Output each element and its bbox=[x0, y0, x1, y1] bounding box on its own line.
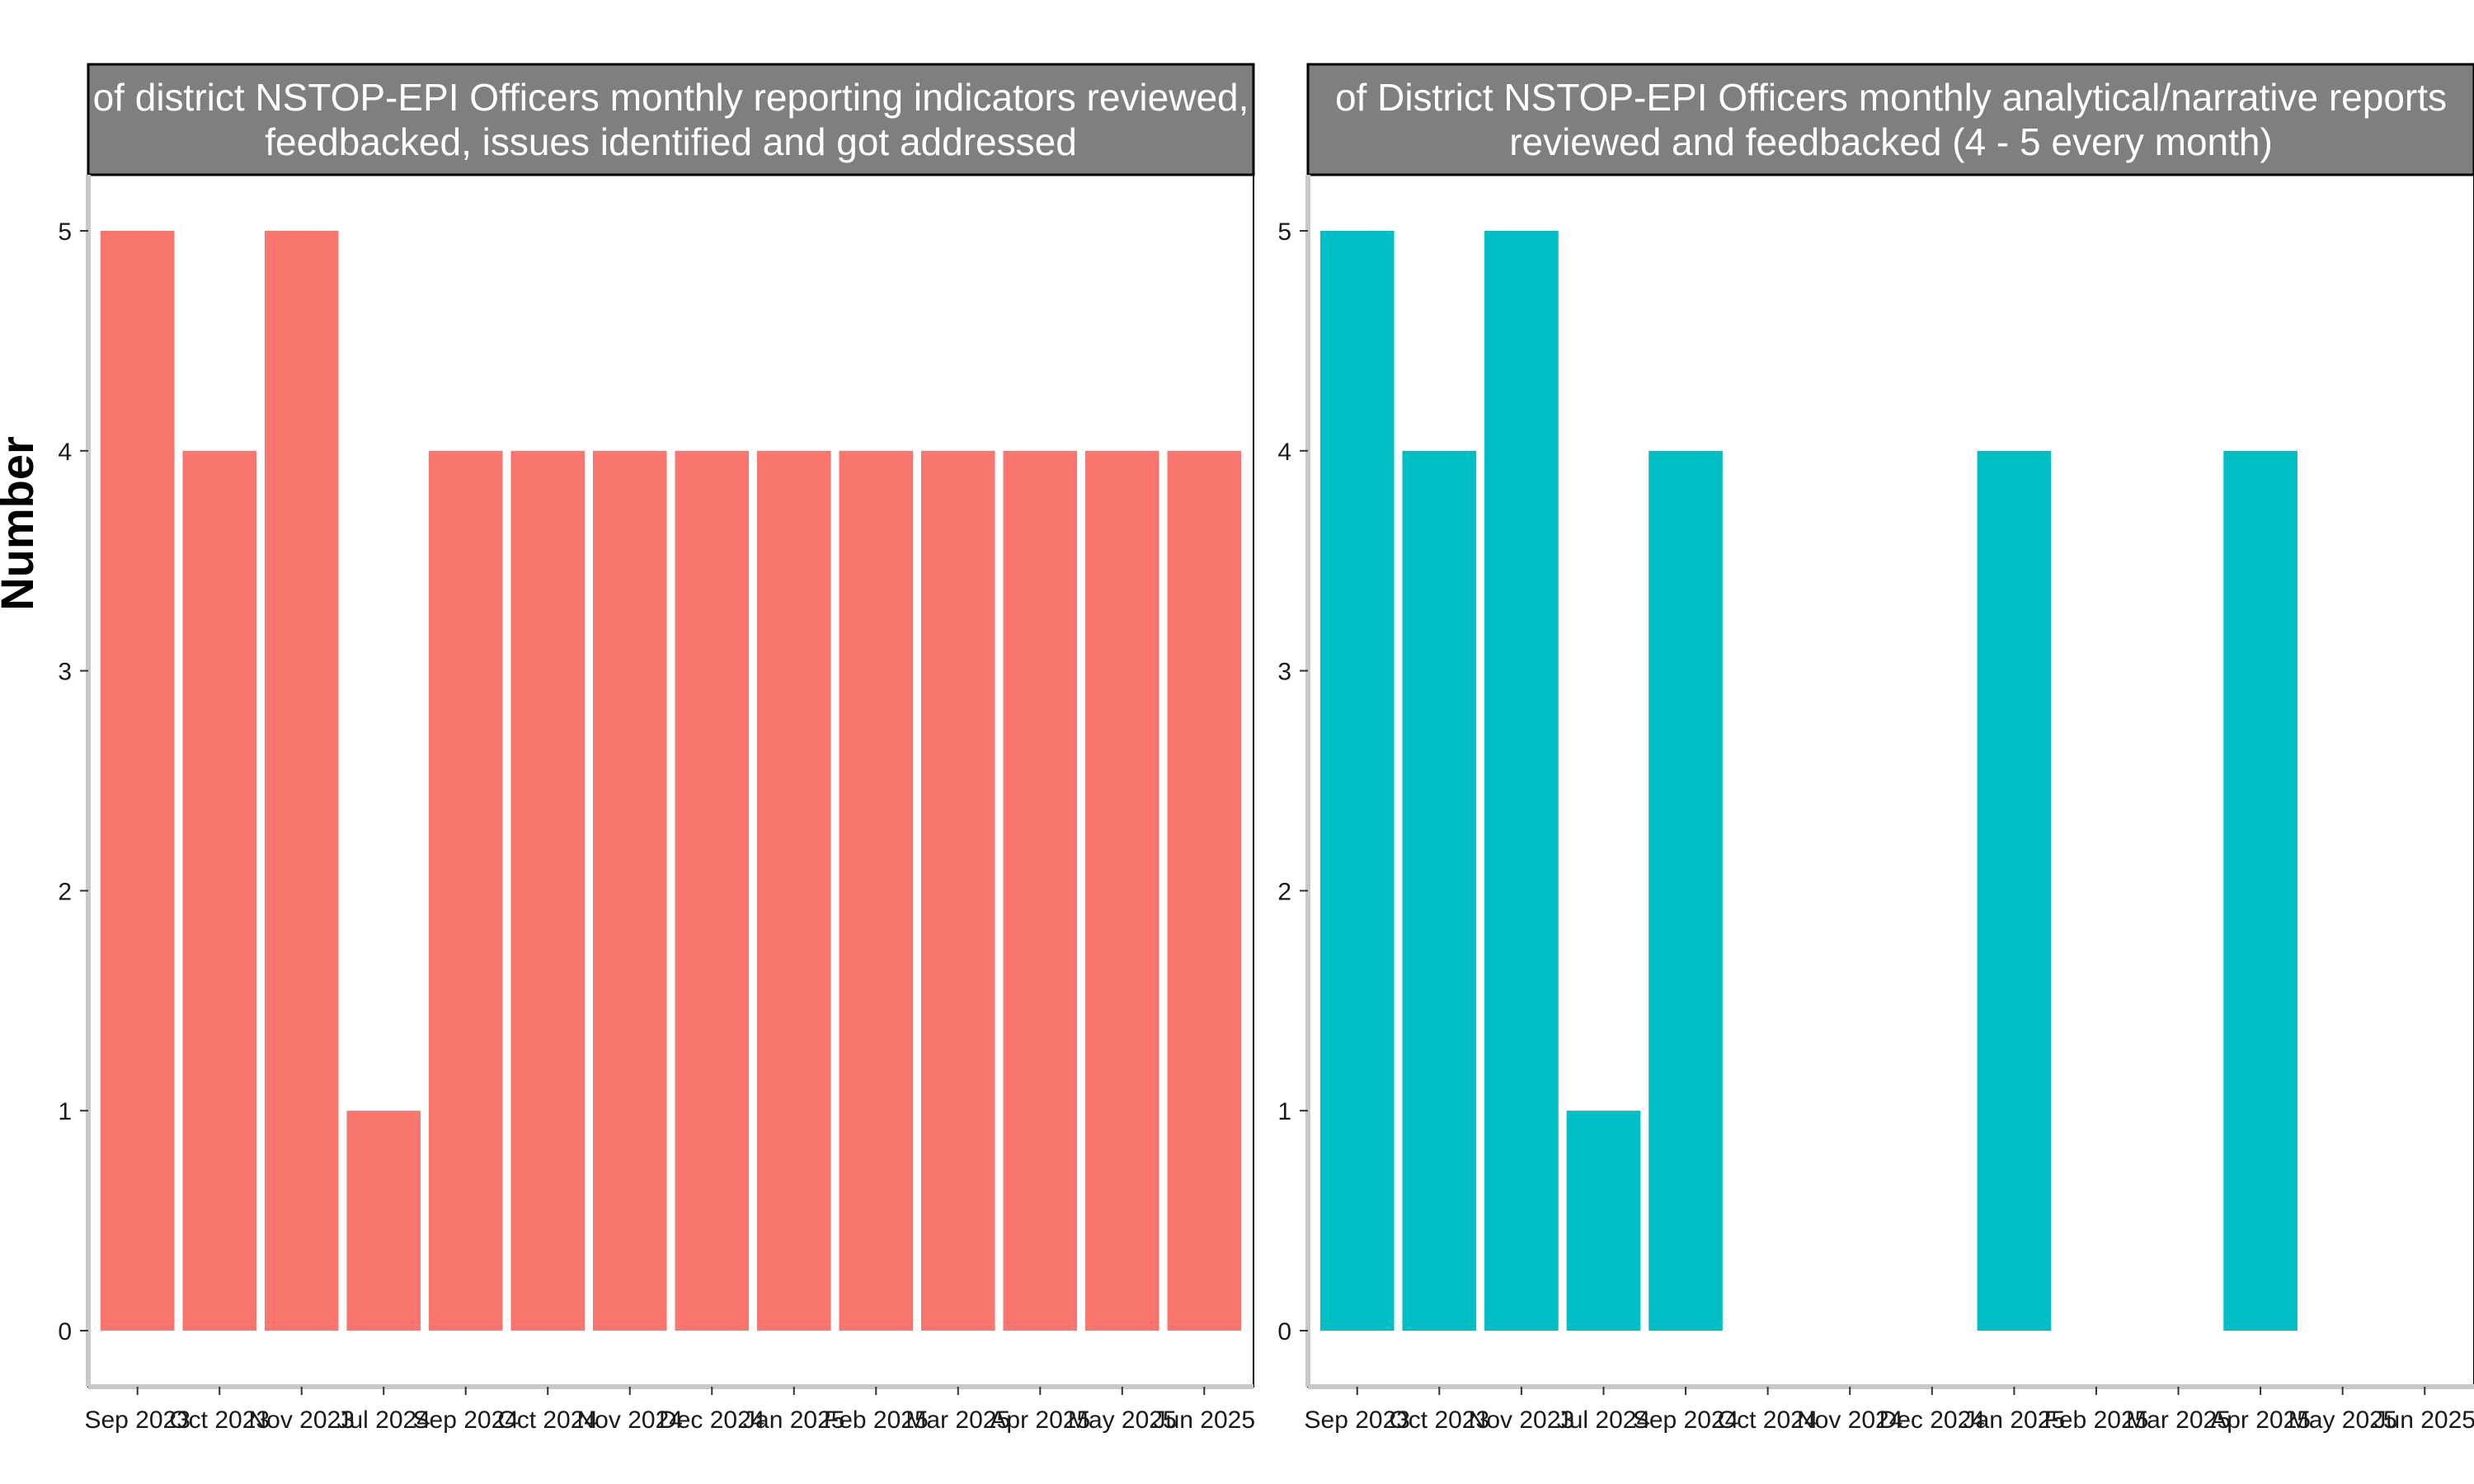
x-tick-label: Sep 2024 bbox=[1633, 1407, 1738, 1434]
y-axis-title: Number bbox=[0, 436, 43, 611]
y-tick-label: 5 bbox=[58, 218, 72, 246]
x-tick-label: Nov 2023 bbox=[248, 1407, 354, 1434]
y-tick-label: 4 bbox=[1277, 439, 1291, 466]
bar-sep-2023 bbox=[100, 231, 175, 1331]
x-tick-label: Oct 2023 bbox=[1389, 1407, 1489, 1434]
facet-title-line: reviewed and feedbacked (4 - 5 every mon… bbox=[1509, 120, 2273, 163]
x-tick-label: Feb 2025 bbox=[2044, 1407, 2149, 1434]
x-tick-label: Jul 2024 bbox=[337, 1407, 430, 1434]
x-tick-label: Dec 2024 bbox=[659, 1407, 764, 1434]
bar-feb-2025 bbox=[839, 450, 914, 1331]
x-tick-label: Sep 2024 bbox=[413, 1407, 519, 1434]
x-tick-label: Apr 2025 bbox=[2210, 1407, 2311, 1434]
bar-nov-2024 bbox=[592, 450, 667, 1331]
x-tick-label: Mar 2025 bbox=[905, 1407, 1010, 1434]
facet-title-line: feedbacked, issues identified and got ad… bbox=[265, 120, 1077, 163]
bar-oct-2023 bbox=[1402, 450, 1477, 1331]
bar-oct-2024 bbox=[510, 450, 586, 1331]
y-tick-label: 5 bbox=[1277, 218, 1291, 246]
facet-title-line: of District NSTOP-EPI Officers monthly a… bbox=[1335, 76, 2447, 119]
x-tick-label: Apr 2025 bbox=[990, 1407, 1090, 1434]
bar-may-2025 bbox=[1085, 450, 1159, 1331]
x-tick-label: Jul 2024 bbox=[1557, 1407, 1650, 1434]
x-tick-label: May 2025 bbox=[1068, 1407, 1177, 1434]
x-tick-label: Sep 2023 bbox=[1305, 1407, 1410, 1434]
x-tick-label: Oct 2024 bbox=[1718, 1407, 1818, 1434]
bar-apr-2025 bbox=[2223, 450, 2298, 1331]
bar-nov-2023 bbox=[1484, 231, 1559, 1331]
x-tick-label: Jun 2025 bbox=[2374, 1407, 2474, 1434]
facet-strip bbox=[1306, 63, 2474, 176]
x-tick-label: Nov 2023 bbox=[1469, 1407, 1574, 1434]
y-tick-label: 0 bbox=[1277, 1318, 1291, 1345]
x-tick-label: Nov 2024 bbox=[577, 1407, 683, 1434]
panel-2: of District NSTOP-EPI Officers monthly a… bbox=[1277, 63, 2474, 1434]
y-tick-label: 2 bbox=[1277, 878, 1291, 905]
bar-sep-2024 bbox=[428, 450, 503, 1331]
facet-title-line: of district NSTOP-EPI Officers monthly r… bbox=[93, 76, 1249, 119]
y-tick-label: 1 bbox=[1277, 1098, 1291, 1125]
bar-sep-2023 bbox=[1319, 231, 1395, 1331]
x-tick-label: Jun 2025 bbox=[1154, 1407, 1255, 1434]
x-tick-label: Oct 2023 bbox=[169, 1407, 270, 1434]
bar-sep-2024 bbox=[1649, 450, 1723, 1331]
bar-mar-2025 bbox=[920, 450, 995, 1331]
facet-strip bbox=[87, 63, 1255, 176]
facet-title: of District NSTOP-EPI Officers monthly a… bbox=[1335, 76, 2447, 163]
panel-frame bbox=[87, 174, 1254, 1388]
bar-nov-2023 bbox=[264, 231, 339, 1331]
bar-jul-2024 bbox=[1566, 1111, 1641, 1331]
facet-title: of district NSTOP-EPI Officers monthly r… bbox=[93, 76, 1249, 163]
bar-jan-2025 bbox=[756, 450, 831, 1331]
x-tick-label: Dec 2024 bbox=[1879, 1407, 1985, 1434]
bar-dec-2024 bbox=[675, 450, 750, 1331]
x-tick-label: Jan 2025 bbox=[1964, 1407, 2065, 1434]
x-tick-label: Feb 2025 bbox=[824, 1407, 929, 1434]
y-tick-label: 3 bbox=[58, 659, 72, 686]
panel-1: of district NSTOP-EPI Officers monthly r… bbox=[0, 63, 1255, 1434]
x-tick-label: May 2025 bbox=[2288, 1407, 2397, 1434]
y-tick-label: 3 bbox=[1277, 659, 1291, 686]
x-tick-label: Jan 2025 bbox=[743, 1407, 844, 1434]
x-tick-label: Oct 2024 bbox=[497, 1407, 598, 1434]
y-tick-label: 2 bbox=[58, 878, 72, 905]
bar-oct-2023 bbox=[182, 450, 256, 1331]
y-tick-label: 4 bbox=[58, 439, 72, 466]
y-tick-label: 0 bbox=[58, 1318, 72, 1345]
bar-jan-2025 bbox=[1977, 450, 2052, 1331]
bar-apr-2025 bbox=[1003, 450, 1078, 1331]
bar-jul-2024 bbox=[346, 1111, 421, 1331]
x-tick-label: Mar 2025 bbox=[2126, 1407, 2231, 1434]
x-tick-label: Nov 2024 bbox=[1797, 1407, 1903, 1434]
bar-jun-2025 bbox=[1167, 450, 1242, 1331]
panel-frame bbox=[1307, 174, 2474, 1388]
y-tick-label: 1 bbox=[58, 1098, 72, 1125]
x-tick-label: Sep 2023 bbox=[84, 1407, 190, 1434]
